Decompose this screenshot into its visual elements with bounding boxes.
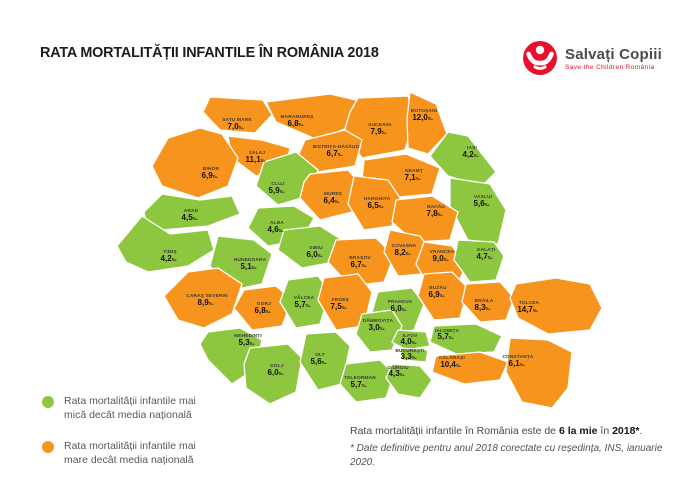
county-regions bbox=[116, 91, 603, 409]
county-region-ilfov bbox=[391, 329, 431, 351]
county-region-bihor bbox=[151, 127, 239, 199]
county-region-mures bbox=[299, 169, 363, 221]
county-region-bucuresti bbox=[399, 347, 429, 363]
legend-dot-below-icon bbox=[42, 396, 54, 408]
county-region-gorj bbox=[233, 285, 293, 331]
footnote-line1: Rata mortalității infantile în România e… bbox=[350, 424, 670, 439]
footnote-source: * Date definitive pentru anul 2018 corec… bbox=[350, 443, 663, 468]
county-region-brasov bbox=[327, 237, 395, 287]
logo-text: Salvați Copiii Save the Children România bbox=[565, 46, 662, 71]
legend-below-line1: Rata mortalității infantile mai bbox=[64, 395, 196, 407]
legend-label-above: Rata mortalității infantile mai mare dec… bbox=[64, 439, 196, 467]
logo-tagline: Save the Children România bbox=[565, 63, 655, 71]
county-region-dolj bbox=[243, 343, 303, 405]
county-region-teleorman bbox=[339, 359, 395, 403]
county-region-satu-mare bbox=[202, 96, 273, 134]
county-region-botosani bbox=[406, 91, 448, 155]
county-region-caras-severin bbox=[163, 267, 243, 329]
footnote-year: 2018* bbox=[612, 425, 640, 437]
logo-name: Salvați Copiii bbox=[565, 45, 662, 63]
county-region-buzau bbox=[417, 271, 469, 321]
legend-item-above: Rata mortalității infantile mai mare dec… bbox=[42, 439, 196, 467]
county-region-valcea bbox=[279, 275, 331, 329]
salvati-copiii-logo: Salvați Copiii Save the Children România bbox=[522, 40, 662, 76]
footnote-average-value: 6 la mie bbox=[558, 425, 598, 437]
county-region-harghita bbox=[347, 175, 401, 231]
county-region-arad bbox=[143, 193, 241, 231]
county-region-ialomita bbox=[429, 323, 503, 355]
county-region-galati bbox=[453, 239, 505, 283]
legend: Rata mortalității infantile mai mică dec… bbox=[42, 394, 196, 467]
footnote-mid: în bbox=[597, 425, 613, 437]
legend-dot-above-icon bbox=[42, 441, 54, 453]
legend-label-below: Rata mortalității infantile mai mică dec… bbox=[64, 394, 196, 422]
save-the-children-icon bbox=[523, 41, 557, 75]
legend-item-below: Rata mortalității infantile mai mică dec… bbox=[42, 394, 196, 422]
page-title: RATA MORTALITĂȚII INFANTILE ÎN ROMÂNIA 2… bbox=[40, 44, 379, 61]
county-region-giurgiu bbox=[385, 363, 433, 399]
footnote-suffix: . bbox=[639, 425, 643, 437]
footnote: Rata mortalității infantile în România e… bbox=[350, 424, 670, 470]
county-region-vaslui bbox=[449, 177, 507, 245]
footnote-prefix: Rata mortalității infantile în România e… bbox=[350, 425, 559, 437]
county-region-dambovita bbox=[355, 309, 403, 353]
legend-below-line2: mică decât media națională bbox=[64, 409, 192, 421]
county-region-calarasi bbox=[431, 351, 509, 385]
legend-above-line1: Rata mortalității infantile mai bbox=[64, 440, 196, 452]
county-region-tulcea bbox=[509, 277, 603, 335]
county-region-bacau bbox=[391, 195, 459, 243]
county-region-constanta bbox=[505, 337, 573, 409]
legend-above-line2: mare decât media națională bbox=[64, 454, 194, 466]
county-region-braila bbox=[461, 281, 515, 323]
